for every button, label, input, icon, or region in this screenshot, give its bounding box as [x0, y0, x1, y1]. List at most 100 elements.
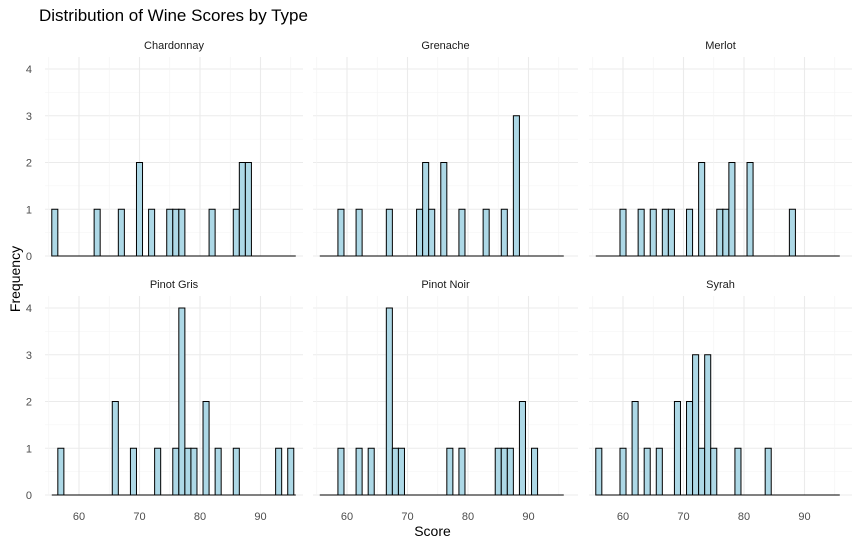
histogram-bar [117, 208, 125, 257]
facet-label: Chardonnay [144, 40, 204, 52]
histogram-bar [184, 447, 192, 496]
histogram-bar [275, 447, 283, 496]
histogram-bar [244, 162, 252, 257]
chart-title: Distribution of Wine Scores by Type [39, 6, 308, 25]
histogram-bar [337, 447, 345, 496]
histogram-bar [190, 447, 198, 496]
x-tick-label: 90 [254, 511, 266, 523]
histogram-bar [232, 447, 240, 496]
y-tick-label: 2 [26, 158, 32, 170]
histogram-bar [655, 447, 663, 496]
histogram-bar [238, 162, 246, 257]
x-tick-label: 80 [462, 511, 474, 523]
y-tick-label: 3 [26, 111, 32, 123]
y-tick-label: 3 [26, 350, 32, 362]
histogram-bar [518, 401, 526, 496]
histogram-bar [172, 208, 180, 257]
histogram-bar [172, 447, 180, 496]
histogram-bar [512, 115, 520, 257]
histogram-bar [698, 447, 706, 496]
histogram-bar [232, 208, 240, 257]
y-tick-label: 0 [26, 251, 32, 263]
facet-label: Pinot Noir [421, 279, 470, 291]
histogram-bar [446, 447, 454, 496]
histogram-bar [355, 208, 363, 257]
histogram-bar [129, 447, 137, 496]
x-tick-label: 80 [738, 511, 750, 523]
histogram-bar [734, 447, 742, 496]
x-tick-label: 60 [617, 511, 629, 523]
histogram-bar [214, 447, 222, 496]
histogram-bar [148, 208, 156, 257]
x-tick-label: 70 [677, 511, 689, 523]
histogram-bar [391, 447, 399, 496]
histogram-bar [428, 208, 436, 257]
histogram-bar [619, 208, 627, 257]
histogram-bar [698, 162, 706, 257]
histogram-bar [595, 447, 603, 496]
histogram-bar [716, 208, 724, 257]
facet-label: Merlot [705, 40, 736, 52]
histogram-bar [93, 208, 101, 257]
histogram-bar [111, 401, 119, 496]
histogram-bar [135, 162, 144, 257]
x-tick-label: 70 [401, 511, 413, 523]
y-tick-label: 4 [26, 64, 32, 76]
x-tick-label: 80 [194, 511, 206, 523]
x-tick-label: 60 [73, 511, 85, 523]
x-tick-label: 60 [341, 511, 353, 523]
histogram-bar [673, 401, 681, 496]
histogram-bar [643, 447, 651, 496]
histogram-bar [722, 208, 730, 257]
histogram-bar [631, 401, 639, 496]
histogram-bar [458, 208, 466, 257]
histogram-bar [710, 447, 718, 496]
histogram-bar [57, 447, 65, 496]
histogram-bar [667, 208, 675, 257]
histogram-bar [494, 447, 502, 496]
histogram-bar [531, 447, 539, 496]
histogram-bar [337, 208, 345, 257]
facet-label: Syrah [706, 279, 735, 291]
histogram-bar [728, 162, 736, 257]
y-tick-label: 2 [26, 397, 32, 409]
histogram-bar [686, 208, 694, 257]
histogram-bar [287, 447, 295, 496]
x-axis-label: Score [414, 523, 451, 539]
histogram-bar [166, 208, 174, 257]
histogram-bar [637, 208, 645, 257]
histogram-bar [764, 447, 772, 496]
x-tick-label: 90 [522, 511, 534, 523]
histogram-bar [506, 447, 514, 496]
histogram-bar [422, 162, 430, 257]
histogram-bar [704, 354, 712, 496]
y-tick-label: 0 [26, 490, 32, 502]
histogram-bar [51, 208, 59, 257]
histogram-bar [178, 208, 186, 257]
histogram-bar [397, 447, 405, 496]
histogram-bar [661, 208, 669, 257]
y-tick-label: 1 [26, 443, 32, 455]
facet-label: Grenache [421, 40, 469, 52]
y-tick-label: 4 [26, 303, 32, 315]
histogram-bar [208, 208, 216, 257]
histogram-bar [367, 447, 375, 496]
histogram-bar [692, 354, 700, 496]
histogram-bar [500, 447, 508, 496]
x-tick-label: 70 [133, 511, 145, 523]
histogram-bar [746, 162, 754, 257]
histogram-bar [686, 401, 694, 496]
histogram-bar [500, 208, 508, 257]
histogram-bar [619, 447, 627, 496]
x-tick-label: 90 [798, 511, 810, 523]
histogram-bar [788, 208, 796, 257]
histogram-bar [154, 447, 162, 496]
facet-label: Pinot Gris [150, 279, 199, 291]
histogram-bar [440, 162, 448, 257]
histogram-bar [355, 447, 363, 496]
histogram-bar [385, 208, 393, 257]
histogram-bar [178, 307, 186, 496]
histogram-bar [385, 307, 393, 496]
histogram-bar [202, 401, 210, 496]
